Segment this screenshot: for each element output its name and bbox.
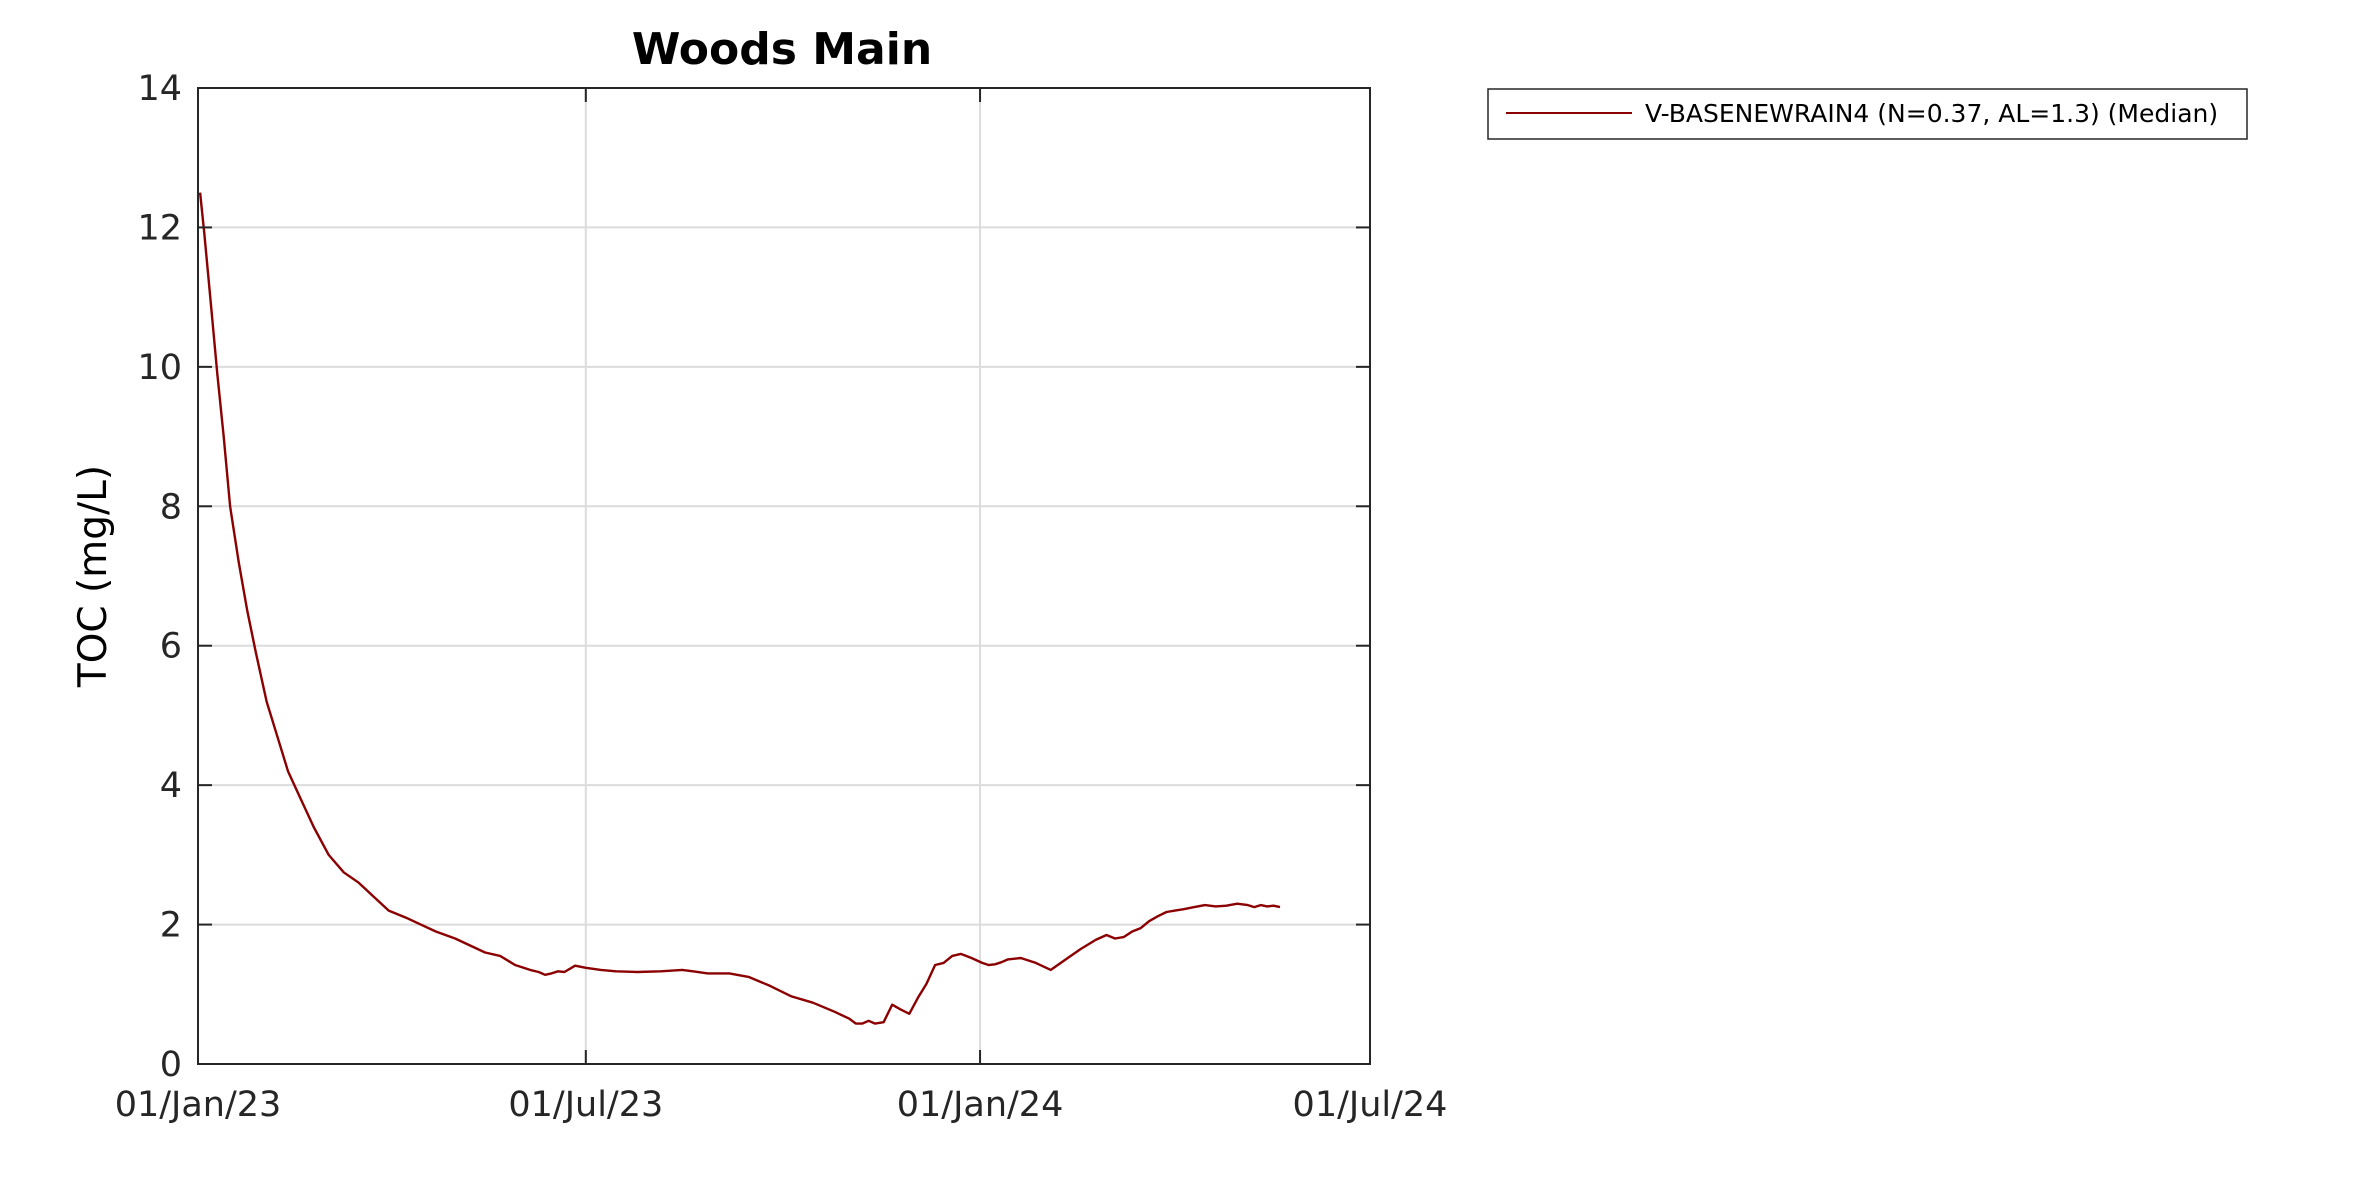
x-tick-label: 01/Jan/24 (897, 1085, 1064, 1125)
series-line (198, 192, 1281, 1025)
series-layer (198, 192, 1281, 1025)
plot-frame (197, 87, 1371, 1065)
grid (198, 88, 1370, 1064)
y-axis-label: TOC (mg/L) (71, 465, 116, 688)
y-tick-label: 4 (160, 766, 182, 806)
y-tick-label: 12 (137, 208, 182, 248)
y-tick-label: 6 (160, 627, 182, 667)
y-tick-label: 14 (137, 69, 182, 109)
x-tick-label: 01/Jul/24 (1293, 1085, 1448, 1125)
x-tick-label: 01/Jul/23 (508, 1085, 663, 1125)
legend: V-BASENEWRAIN4 (N=0.37, AL=1.3) (Median) (1487, 88, 2248, 140)
chart-title: Woods Main (632, 24, 932, 75)
ticks: 0 2 4 6 8 10 12 14 01/Jan/23 01/Jul/23 01/Jan/24 01… (115, 69, 1448, 1125)
y-tick-label: 10 (137, 348, 182, 388)
y-tick-label: 8 (160, 487, 182, 527)
legend-entry-label: V-BASENEWRAIN4 (N=0.37, AL=1.3) (Median) (1645, 99, 2218, 128)
y-tick-label: 0 (160, 1045, 182, 1085)
y-tick-label: 2 (160, 906, 182, 946)
x-tick-label: 01/Jan/23 (115, 1085, 282, 1125)
